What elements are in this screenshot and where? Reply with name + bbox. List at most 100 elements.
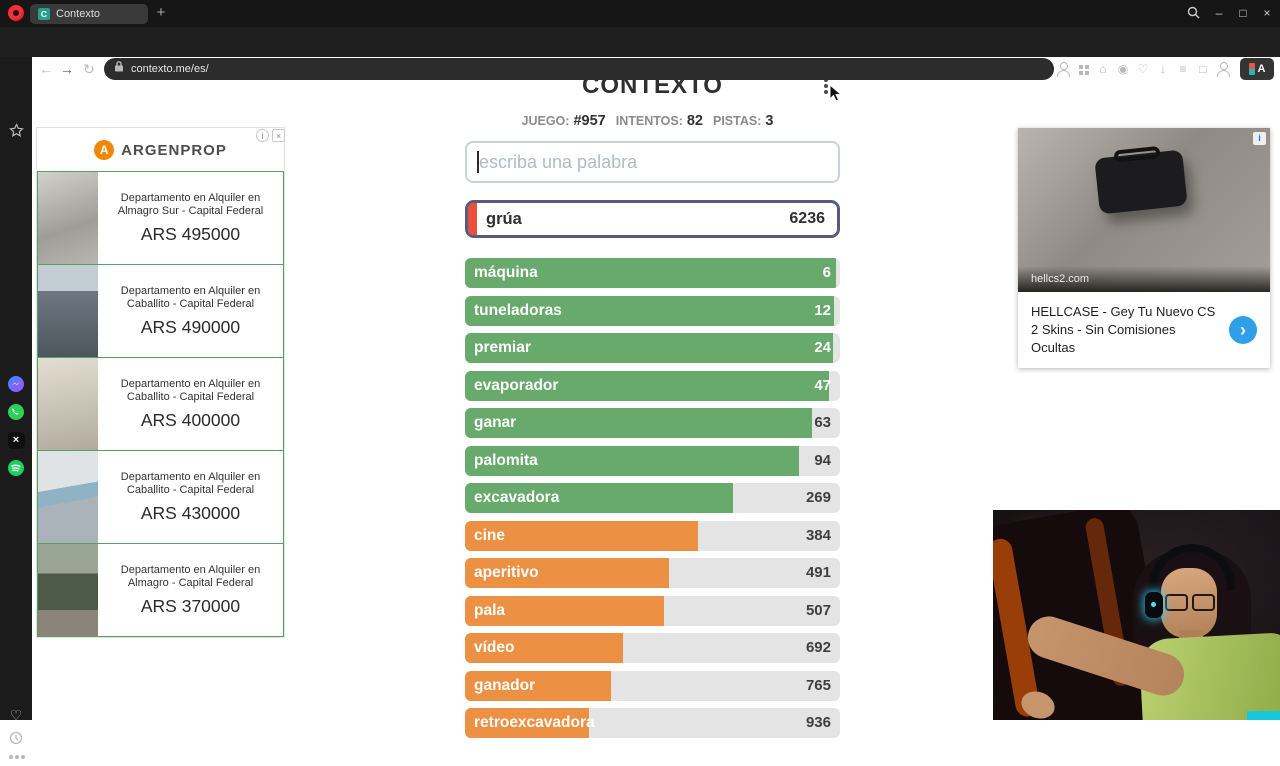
favorites-icon[interactable]: ♡ (1137, 62, 1149, 76)
guess-bar (465, 408, 812, 438)
bookmarks-star-icon[interactable] (7, 121, 25, 139)
property-photo (38, 451, 98, 543)
home-icon[interactable]: ⌂ (1099, 62, 1107, 76)
browser-logo-icon[interactable] (8, 5, 24, 21)
guess-word: tuneladoras (474, 301, 562, 319)
guess-rank: 6 (822, 264, 831, 281)
screen: { "browser": { "tab_title": "Contexto", … (0, 0, 1280, 720)
downloads-icon[interactable]: ↓ (1160, 62, 1166, 76)
messenger-icon[interactable] (7, 375, 25, 393)
new-tab-button[interactable]: + (156, 4, 166, 21)
property-photo (38, 265, 98, 357)
browser-titlebar: C Contexto + – □ × (0, 0, 1280, 27)
argenprop-ad[interactable]: i × A ARGENPROP Departamento en Alquiler… (37, 128, 285, 637)
guess-word: máquina (474, 264, 538, 281)
browser-tab[interactable]: C Contexto (30, 4, 148, 24)
reading-list-icon[interactable]: ≡ (1179, 62, 1187, 76)
extension-badge[interactable]: A (1240, 58, 1274, 80)
guess-rank: 692 (805, 639, 831, 656)
guess-row: ganar 63 (465, 408, 840, 438)
game-number-value: #957 (573, 113, 606, 129)
property-listing[interactable]: Departamento en Alquiler en Almagro - Ca… (37, 543, 284, 637)
game-menu-button[interactable] (824, 78, 828, 82)
guess-rank: 491 (805, 564, 831, 581)
guess-rank: 936 (805, 714, 831, 731)
guess-bar (465, 370, 829, 401)
hellcase-ad[interactable]: i hellcs2.com HELLCASE - Gey Tu Nuevo CS… (1018, 128, 1270, 368)
extensions-icon[interactable]: □ (1199, 62, 1207, 76)
shield-icon[interactable]: ◉ (1117, 62, 1129, 76)
guess-bar (465, 520, 698, 551)
guess-rank: 12 (814, 301, 831, 319)
property-price: ARS 370000 (140, 595, 241, 616)
adchoices-icon[interactable]: i (1253, 132, 1266, 145)
guess-word: retroexcavadora (474, 714, 595, 731)
url-field[interactable]: contexto.me/es/ (104, 58, 1054, 80)
webcam-overlay (993, 510, 1280, 720)
word-input[interactable] (465, 141, 840, 183)
hellcase-cta-button[interactable]: › (1229, 316, 1257, 344)
maximize-button[interactable]: □ (1239, 6, 1247, 20)
likes-heart-icon[interactable]: ♡ (9, 707, 23, 723)
argenprop-listings: Departamento en Alquiler en Almagro Sur … (37, 171, 284, 637)
browser-addressbar: ← → ↻ contexto.me/es/ ⌂ ◉ ♡ ↓ ≡ □ A (0, 27, 1280, 80)
sidebar-more-icon[interactable] (7, 748, 25, 766)
property-info: Departamento en Alquiler en Caballito - … (98, 358, 283, 450)
guess-row: ganador 765 (465, 670, 840, 701)
guess-rank: 269 (805, 489, 831, 506)
guess-bar (465, 595, 664, 626)
minimize-button[interactable]: – (1215, 6, 1223, 20)
last-guess-rank: 6236 (789, 210, 825, 227)
url-text: contexto.me/es/ (131, 63, 209, 75)
property-description: Departamento en Alquiler en Almagro Sur … (117, 191, 264, 218)
tab-favicon-icon: C (38, 8, 50, 20)
search-icon[interactable] (1187, 6, 1200, 24)
history-clock-icon[interactable] (7, 729, 25, 747)
argenprop-brand: ARGENPROP (121, 141, 227, 159)
hellcase-ad-image[interactable]: i hellcs2.com (1018, 128, 1270, 292)
forward-icon[interactable]: → (60, 61, 74, 77)
whatsapp-icon[interactable] (7, 403, 25, 421)
hellcase-ad-body: HELLCASE - Gey Tu Nuevo CS 2 Skins - Sin… (1018, 292, 1270, 368)
guess-bar (465, 558, 670, 588)
apps-grid-icon[interactable] (1075, 61, 1091, 77)
guess-row: máquina 6 (465, 258, 840, 288)
guess-bar (465, 295, 835, 326)
guess-rank: 94 (814, 451, 831, 469)
guess-rank: 384 (805, 526, 831, 544)
back-icon[interactable]: ← (39, 61, 53, 77)
text-caret (477, 151, 479, 173)
spotify-icon[interactable] (7, 459, 25, 477)
property-price: ARS 400000 (140, 409, 241, 430)
property-info: Departamento en Alquiler en Caballito - … (98, 451, 283, 543)
lock-icon (114, 60, 124, 78)
webcam-accent (1247, 711, 1280, 720)
x-app-icon[interactable]: × (7, 431, 25, 449)
property-listing[interactable]: Departamento en Alquiler en Caballito - … (37, 264, 284, 358)
ad-close-icon[interactable]: × (272, 129, 285, 142)
ad-info-icon[interactable]: i (256, 129, 269, 142)
hints-value: 3 (765, 113, 774, 129)
attempts-value: 82 (686, 113, 703, 129)
guess-word: cine (474, 526, 506, 544)
hints-label: PISTAS: (713, 114, 762, 128)
guess-bar (465, 258, 837, 288)
guess-rank: 507 (805, 601, 831, 619)
guess-bar (465, 333, 833, 363)
profile-icon[interactable] (1215, 61, 1231, 77)
guess-row: premiar 24 (465, 333, 840, 363)
property-listing[interactable]: Departamento en Alquiler en Caballito - … (37, 450, 284, 544)
guess-bar (465, 483, 734, 513)
close-button[interactable]: × (1263, 6, 1271, 20)
bag-image (1094, 149, 1188, 215)
property-listing[interactable]: Departamento en Alquiler en Caballito - … (37, 357, 284, 451)
reload-icon[interactable]: ↻ (83, 61, 95, 77)
last-guess-bar (468, 203, 477, 235)
last-guess-word: grúa (486, 209, 522, 228)
guess-word: excavadora (474, 489, 560, 506)
property-listing[interactable]: Departamento en Alquiler en Almagro Sur … (37, 171, 284, 265)
account-icon[interactable] (1055, 61, 1071, 77)
argenprop-header: A ARGENPROP (37, 128, 284, 172)
headset-earcup (1145, 592, 1163, 618)
guess-row: tuneladoras 12 (465, 295, 840, 326)
